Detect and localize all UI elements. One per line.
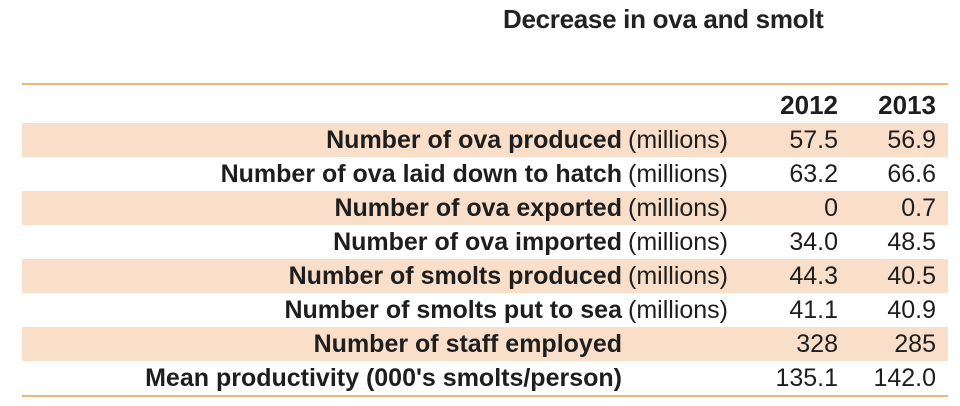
value-2012: 44.3 bbox=[789, 262, 838, 290]
table-row: Number of smolts produced (millions) 44.3 4… bbox=[22, 259, 948, 293]
value-2012: 41.1 bbox=[789, 296, 838, 324]
value-2013: 48.5 bbox=[887, 228, 936, 256]
value-2013: 66.6 bbox=[887, 160, 936, 188]
row-label: Mean productivity (000's smolts/person) bbox=[145, 364, 622, 392]
row-unit: (millions) bbox=[628, 126, 728, 154]
table-row: Number of ova imported (millions) 34.0 48.5 bbox=[22, 225, 948, 259]
row-unit: (millions) bbox=[628, 228, 728, 256]
table-row: Number of smolts put to sea (millions) 41.… bbox=[22, 293, 948, 327]
row-label: Number of staff employed bbox=[313, 330, 622, 358]
value-2012: 34.0 bbox=[789, 228, 838, 256]
value-2013: 0.7 bbox=[901, 194, 936, 222]
bottom-rule bbox=[22, 395, 948, 397]
row-label: Number of smolts produced bbox=[288, 262, 622, 290]
value-2012: 328 bbox=[796, 330, 838, 358]
row-unit: (millions) bbox=[628, 194, 728, 222]
table-row: Number of ova produced (millions) 57.5 56.9 bbox=[22, 123, 948, 157]
table-row: Mean productivity (000's smolts/person) 1… bbox=[22, 361, 948, 395]
row-label: Number of smolts put to sea bbox=[284, 296, 622, 324]
value-2012: 0 bbox=[824, 194, 838, 222]
row-label: Number of ova imported bbox=[333, 228, 622, 256]
value-2012: 63.2 bbox=[789, 160, 838, 188]
row-label: Number of ova exported bbox=[334, 194, 622, 222]
value-2013: 142.0 bbox=[873, 364, 936, 392]
top-rule bbox=[22, 83, 948, 85]
value-2012: 135.1 bbox=[775, 364, 838, 392]
value-2012: 57.5 bbox=[789, 126, 838, 154]
table-row: Number of ova laid down to hatch (million… bbox=[22, 157, 948, 191]
row-label: Number of ova produced bbox=[326, 126, 622, 154]
value-2013: 285 bbox=[894, 330, 936, 358]
value-2013: 56.9 bbox=[887, 126, 936, 154]
value-2013: 40.5 bbox=[887, 262, 936, 290]
row-label: Number of ova laid down to hatch bbox=[220, 160, 622, 188]
table-title: Decrease in ova and smolt bbox=[503, 4, 824, 34]
column-header-2012: 2012 bbox=[780, 90, 838, 120]
row-unit: (millions) bbox=[628, 160, 728, 188]
column-header-2013: 2013 bbox=[878, 90, 936, 120]
table-row: Number of staff employed 328 285 bbox=[22, 327, 948, 361]
value-2013: 40.9 bbox=[887, 296, 936, 324]
row-unit: (millions) bbox=[628, 296, 728, 324]
table-row: Number of ova exported (millions) 0 0.7 bbox=[22, 191, 948, 225]
row-unit: (millions) bbox=[628, 262, 728, 290]
